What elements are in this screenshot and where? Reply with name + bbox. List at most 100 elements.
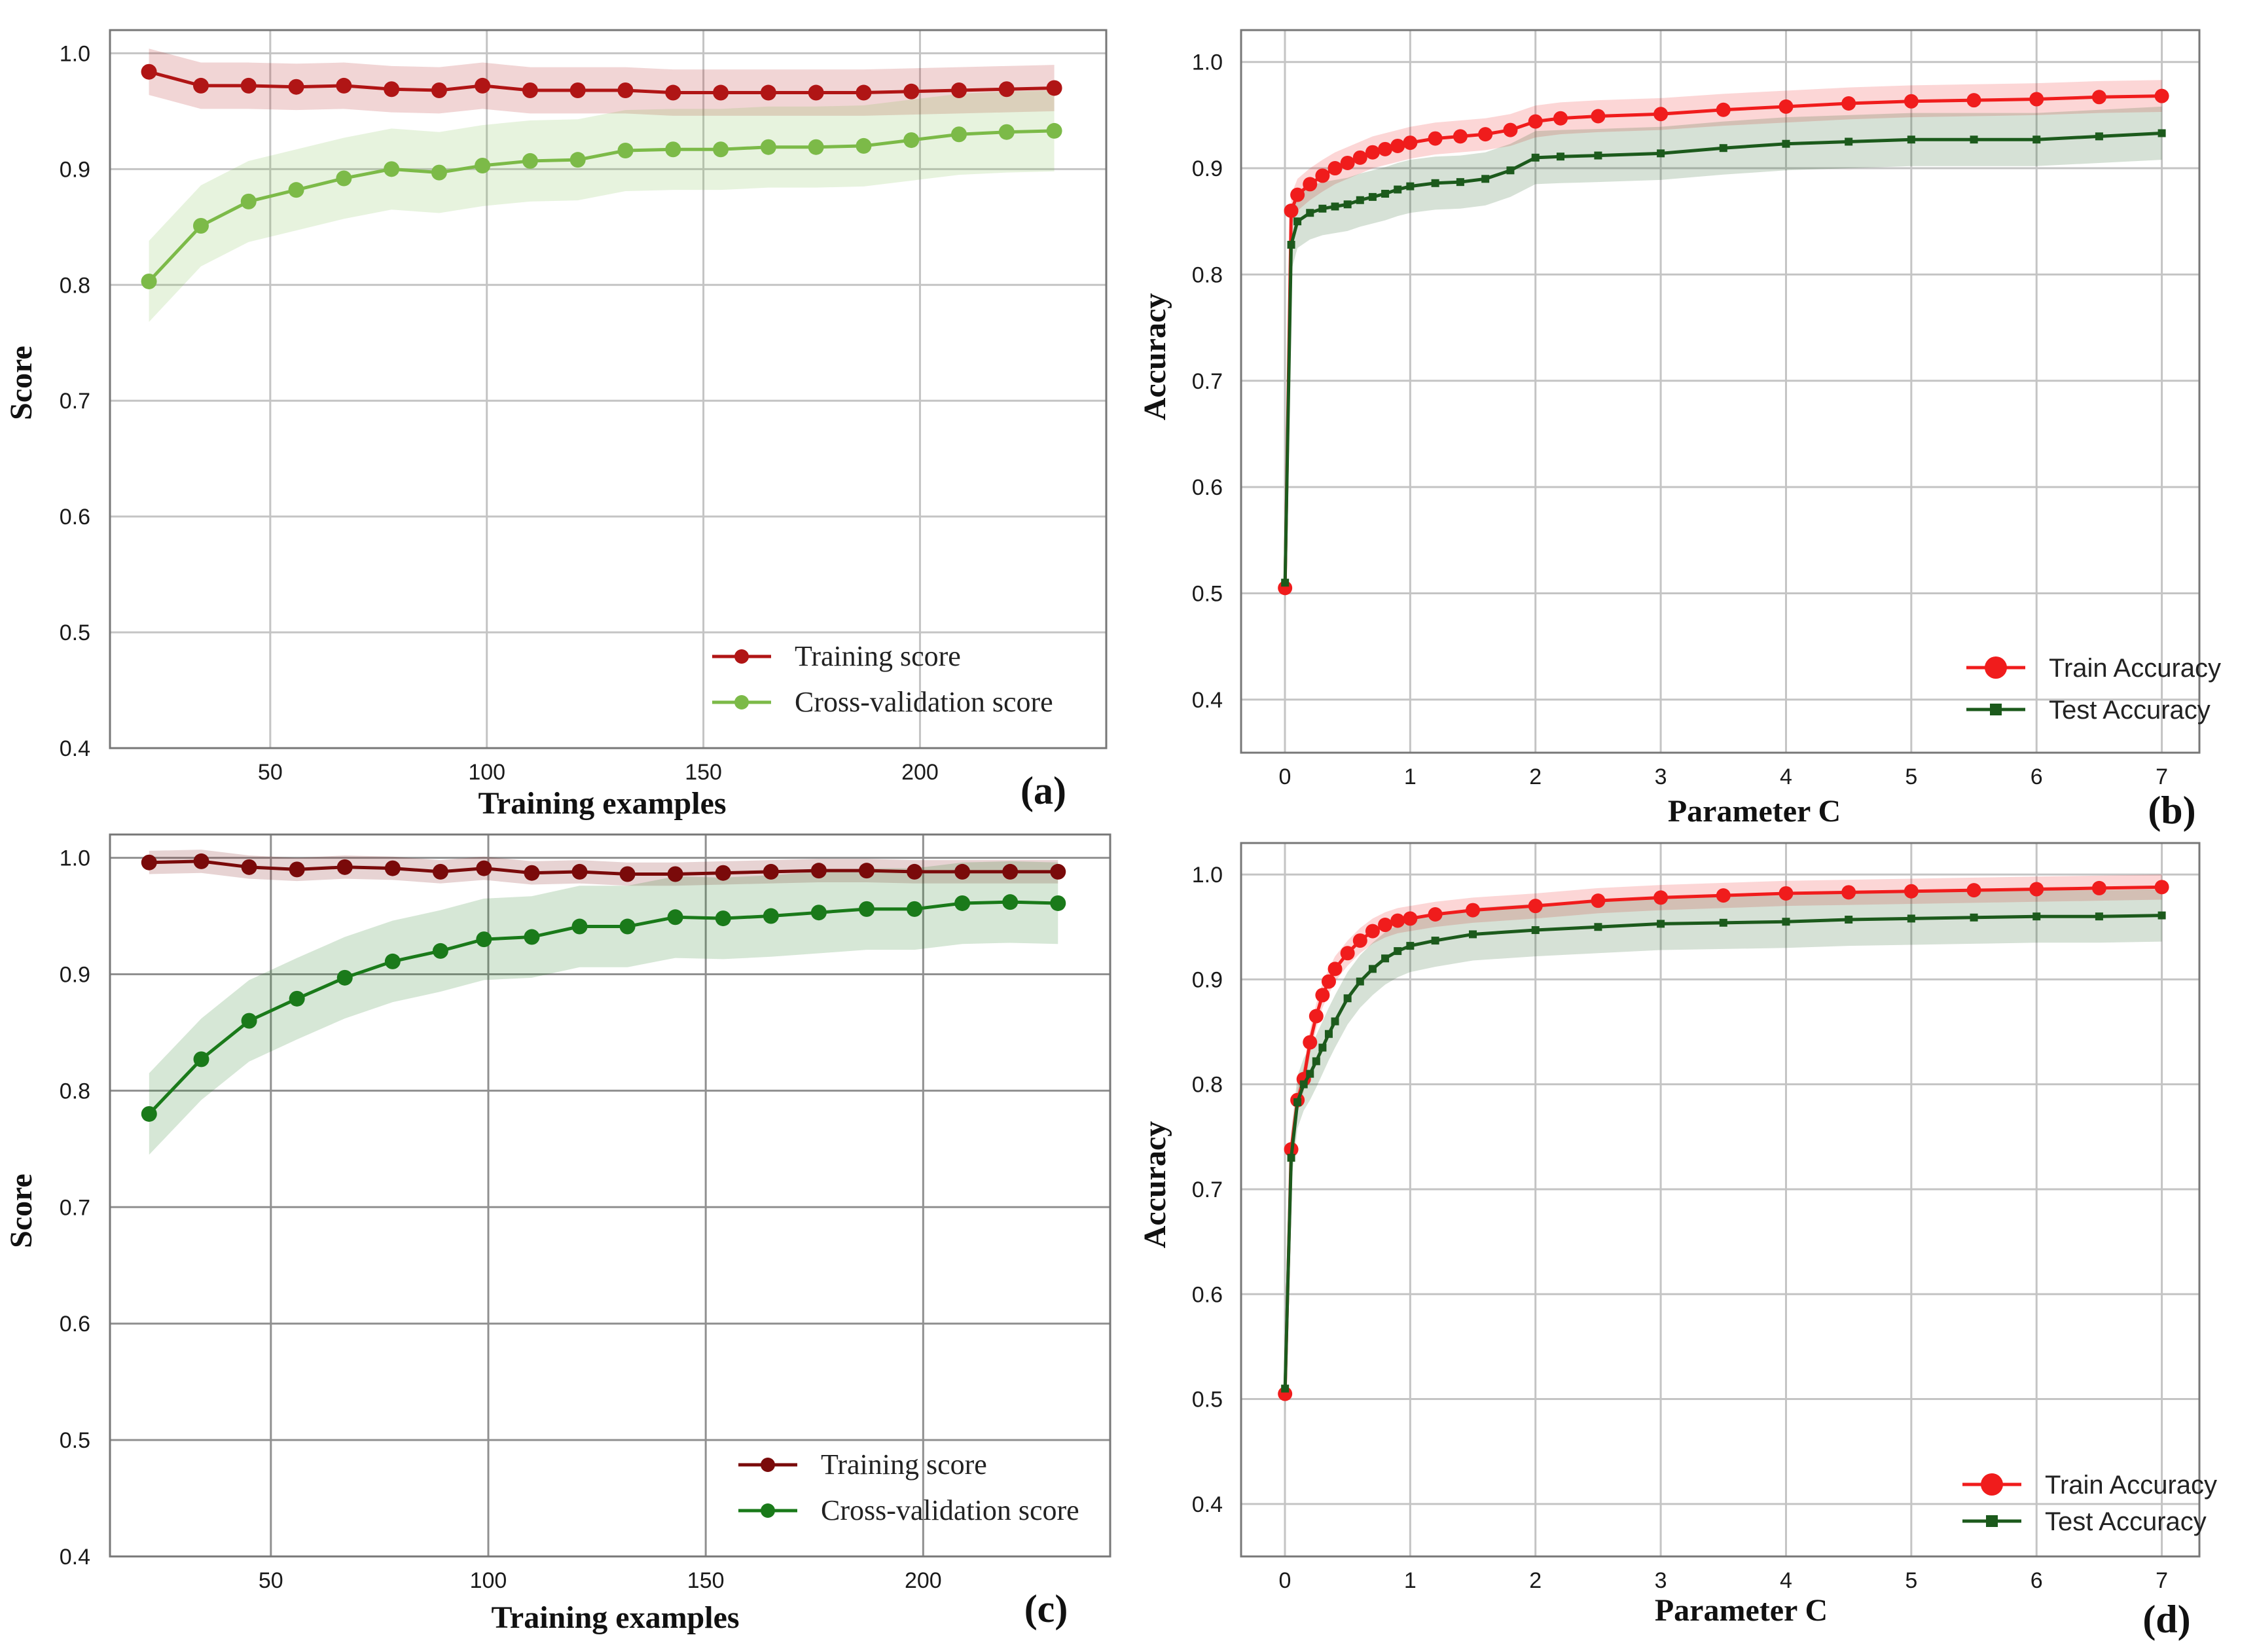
legend-marker <box>1986 1515 1998 1527</box>
data-point <box>760 84 776 101</box>
data-point <box>571 918 588 935</box>
data-point <box>1312 1057 1320 1066</box>
y-tick-label: 0.5 <box>1192 581 1223 606</box>
data-point <box>1340 155 1355 170</box>
data-point <box>1340 946 1355 961</box>
data-point <box>1309 1009 1324 1024</box>
y-tick-label: 1.0 <box>1192 863 1223 888</box>
data-point <box>1381 190 1390 198</box>
data-point <box>1653 107 1669 122</box>
data-point <box>856 137 872 154</box>
data-point <box>1394 947 1402 956</box>
data-point <box>1327 161 1343 176</box>
y-tick-label: 0.9 <box>1192 156 1223 181</box>
y-tick-label: 0.7 <box>60 389 90 414</box>
series-line <box>1283 94 2162 588</box>
data-point <box>1719 918 1727 927</box>
y-axis-label: Score <box>4 346 39 420</box>
data-point <box>1970 135 1978 144</box>
data-point <box>1290 187 1305 202</box>
data-point <box>384 860 401 876</box>
data-point <box>475 77 491 94</box>
data-point <box>2095 132 2103 141</box>
data-point <box>1368 965 1377 973</box>
data-point <box>432 863 448 880</box>
data-point <box>1428 907 1443 922</box>
data-point <box>858 863 875 879</box>
x-tick-label: 6 <box>2031 764 2043 789</box>
series-line <box>149 859 1058 876</box>
series-line <box>1283 131 2162 583</box>
series-band <box>1285 889 2162 1415</box>
x-tick-label: 50 <box>259 1568 283 1593</box>
data-point <box>1594 151 1602 160</box>
x-tick-label: 4 <box>1780 764 1792 789</box>
data-point <box>1002 894 1019 910</box>
data-point <box>763 863 779 880</box>
legend-label: Cross-validation score <box>795 686 1053 718</box>
data-point <box>1528 114 1543 129</box>
data-point <box>288 182 304 198</box>
data-point <box>1378 141 1393 156</box>
x-tick-label: 3 <box>1655 764 1667 789</box>
data-point <box>431 164 447 181</box>
data-point <box>569 152 586 168</box>
series-line <box>147 900 1058 1115</box>
data-point <box>1403 911 1418 926</box>
data-point <box>1478 127 1493 142</box>
legend-label: Test Accuracy <box>2049 696 2211 725</box>
data-point <box>856 84 872 101</box>
legend-label: Train Accuracy <box>2045 1471 2217 1499</box>
data-point <box>1719 144 1727 153</box>
data-point <box>954 863 971 880</box>
data-point <box>1281 1384 1290 1393</box>
x-tick-label: 7 <box>2156 764 2168 789</box>
x-tick-label: 0 <box>1279 764 1291 789</box>
data-point <box>1779 99 1794 114</box>
data-point <box>2032 912 2041 921</box>
data-point <box>907 901 923 917</box>
data-point <box>1904 94 1919 109</box>
data-point <box>1841 96 1856 111</box>
data-point <box>288 79 304 95</box>
data-point <box>1845 916 1853 924</box>
panel-label: (d) <box>2142 1598 2190 1641</box>
data-point <box>808 84 824 101</box>
data-point <box>1657 149 1665 158</box>
y-tick-label: 0.8 <box>1192 1073 1223 1098</box>
data-point <box>240 193 257 209</box>
data-point <box>617 143 634 159</box>
series-band <box>149 48 1055 116</box>
data-point <box>192 77 209 94</box>
y-tick-label: 0.8 <box>60 273 90 298</box>
data-point <box>715 865 731 881</box>
data-point <box>1306 1069 1314 1078</box>
data-point <box>2091 880 2106 895</box>
data-point <box>336 170 352 187</box>
plot-frame <box>1240 842 2201 1558</box>
data-point <box>1331 1017 1339 1026</box>
legend-marker <box>1981 1473 2003 1496</box>
x-tick-label: 0 <box>1279 1568 1291 1593</box>
legend-label: Training score <box>795 640 961 672</box>
series-line <box>147 129 1055 283</box>
y-tick-label: 0.4 <box>60 1545 90 1570</box>
data-point <box>240 77 257 94</box>
data-point <box>1293 1098 1302 1106</box>
y-tick-label: 0.5 <box>60 620 90 645</box>
data-point <box>1428 131 1443 146</box>
data-point <box>951 82 967 99</box>
data-point <box>1657 920 1665 928</box>
data-point <box>2154 88 2169 103</box>
panel-c: 0.4 0.5 0.6 0.7 0.8 0.9 1.0 50 100 150 200 Training… <box>4 833 1111 1635</box>
data-point <box>1966 93 1981 108</box>
series-line <box>1283 914 2162 1389</box>
data-point <box>336 969 353 986</box>
data-point <box>2029 882 2044 897</box>
y-tick-label: 0.9 <box>1192 967 1223 992</box>
data-point <box>2032 135 2041 144</box>
plot-frame <box>109 833 1111 1558</box>
data-point <box>1406 182 1415 190</box>
data-point <box>1287 1153 1295 1162</box>
